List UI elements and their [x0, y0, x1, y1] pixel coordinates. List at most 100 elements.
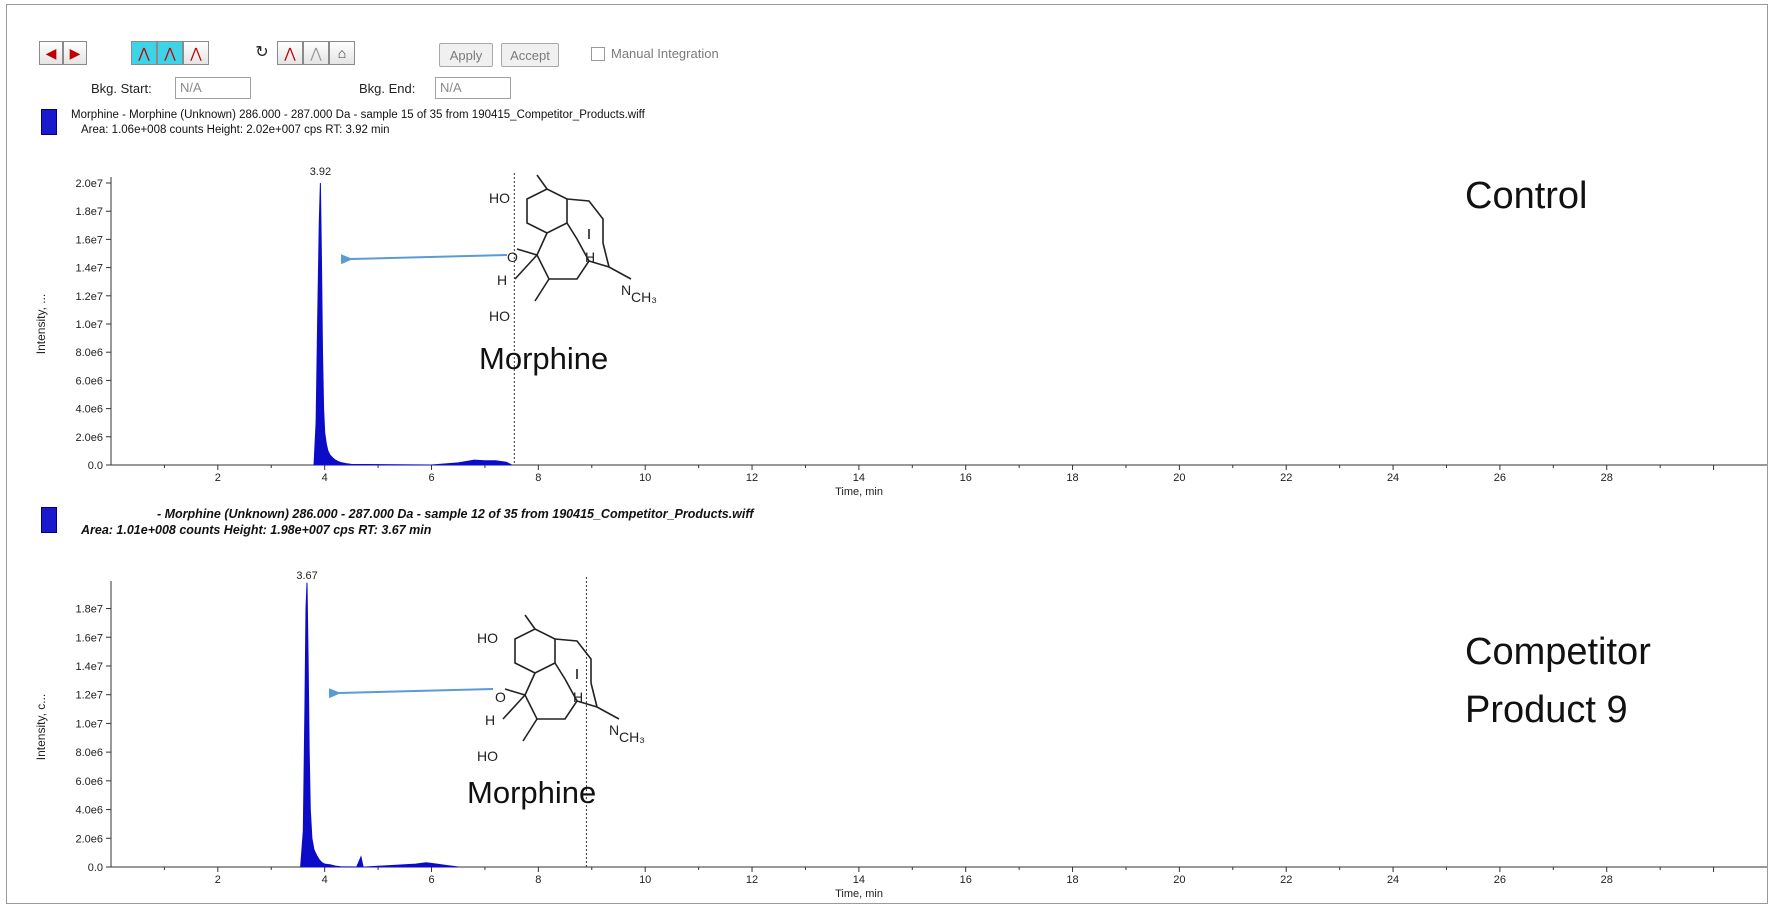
panel1-header-line1: Morphine - Morphine (Unknown) 286.000 - … — [71, 109, 645, 121]
x-tick-label: 8 — [535, 874, 541, 886]
peak-rt-label: 3.67 — [296, 570, 317, 582]
x-tick-label: 24 — [1387, 472, 1399, 484]
x-tick-label: 24 — [1387, 874, 1399, 886]
y-tick-label: 1.8e7 — [75, 206, 103, 218]
xic-window: ◀ ▶ ⋀ ⋀ ⋀ ↻ ⋀ ⋀ ⌂ Apply Accept Manual In… — [6, 4, 1768, 904]
y-tick-label: 2.0e6 — [75, 833, 103, 845]
structure-atom-label: H — [585, 249, 595, 265]
y-tick-label: 4.0e6 — [75, 805, 103, 817]
peak-rt-label: 3.92 — [310, 166, 331, 178]
bkg-end-label: Bkg. End: — [359, 81, 416, 96]
sample-label-control: Control — [1465, 175, 1588, 217]
y-tick-label: 8.0e6 — [75, 347, 103, 359]
single-peak-icon: ⋀ — [284, 45, 296, 61]
structure-atom-label: O — [507, 249, 518, 265]
y-tick-label: 1.2e7 — [75, 690, 103, 702]
morphine-structure-image — [502, 614, 620, 742]
y-tick-label: 2.0e6 — [75, 432, 103, 444]
x-axis-label: Time, min — [835, 888, 883, 900]
x-tick-label: 4 — [322, 874, 328, 886]
peak-baseline-button[interactable]: ⋀ — [183, 41, 209, 65]
panel1-header-line2: Area: 1.06e+008 counts Height: 2.02e+007… — [81, 124, 390, 136]
y-tick-label: 1.4e7 — [75, 263, 103, 275]
sample-label-line: Competitor — [1465, 631, 1651, 673]
x-tick-label: 6 — [428, 472, 434, 484]
x-tick-label: 22 — [1280, 874, 1292, 886]
x-tick-label: 6 — [428, 874, 434, 886]
y-tick-label: 1.8e7 — [75, 604, 103, 616]
next-sample-button[interactable]: ▶ — [63, 41, 87, 65]
x-tick-label: 28 — [1601, 472, 1613, 484]
structure-atom-label: CH₃ — [631, 289, 657, 305]
peak-icon: ⋀ — [138, 45, 150, 61]
y-tick-label: 1.4e7 — [75, 661, 103, 673]
x-tick-label: 16 — [960, 874, 972, 886]
x-axis-label: Time, min — [835, 486, 883, 498]
arrow-left-icon: ◀ — [45, 45, 57, 61]
annotation-arrow — [328, 688, 494, 699]
home-button[interactable]: ⌂ — [329, 41, 355, 65]
refresh-button[interactable]: ↻ — [249, 41, 275, 65]
y-tick-label: 0.0 — [88, 862, 103, 874]
panel2-header-line2: Area: 1.01e+008 counts Height: 1.98e+007… — [81, 523, 432, 537]
structure-atom-label: CH₃ — [619, 729, 645, 745]
apply-button[interactable]: Apply — [439, 43, 493, 67]
manual-integration-label: Manual Integration — [611, 46, 719, 61]
x-tick-label: 26 — [1494, 874, 1506, 886]
peak-integrate-button[interactable]: ⋀ — [131, 41, 157, 65]
structure-atom-label: N — [621, 282, 631, 298]
y-tick-label: 6.0e6 — [75, 776, 103, 788]
bkg-end-field[interactable]: N/A — [435, 77, 511, 99]
y-axis-label: Intensity, ... — [34, 294, 48, 354]
sample-label-line: Product 9 — [1465, 689, 1628, 731]
x-tick-label: 16 — [960, 472, 972, 484]
y-tick-label: 1.0e7 — [75, 718, 103, 730]
x-tick-label: 10 — [639, 874, 651, 886]
structure-atom-label: H — [497, 272, 507, 288]
chromatogram-trace — [313, 182, 512, 466]
peak-icon: ⋀ — [164, 45, 176, 61]
prev-sample-button[interactable]: ◀ — [39, 41, 63, 65]
bkg-start-field[interactable]: N/A — [175, 77, 251, 99]
y-tick-label: 8.0e6 — [75, 747, 103, 759]
peak-baseline-icon: ⋀ — [190, 45, 202, 61]
structure-atom-label: O — [495, 689, 506, 705]
sample-label-competitor: Competitor Product 9 — [1465, 623, 1651, 739]
y-tick-label: 0.0 — [88, 460, 103, 472]
multi-peak-view-button[interactable]: ⋀ — [303, 41, 329, 65]
x-tick-label: 18 — [1066, 874, 1078, 886]
y-tick-label: 1.6e7 — [75, 234, 103, 246]
arrow-right-icon: ▶ — [69, 45, 81, 61]
x-tick-label: 26 — [1494, 472, 1506, 484]
y-tick-label: 2.0e7 — [75, 178, 103, 190]
x-tick-label: 14 — [853, 874, 865, 886]
structure-atom-label: H — [573, 689, 583, 705]
y-tick-label: 4.0e6 — [75, 404, 103, 416]
molecule-label: Morphine — [479, 341, 609, 376]
y-tick-label: 1.0e7 — [75, 319, 103, 331]
annotation-arrow — [340, 254, 508, 265]
x-tick-label: 20 — [1173, 874, 1185, 886]
y-tick-label: 1.2e7 — [75, 291, 103, 303]
y-axis-label: Intensity, c... — [34, 694, 48, 760]
structure-atom-label: N — [609, 722, 619, 738]
trace-color-swatch — [41, 507, 57, 533]
x-tick-label: 18 — [1066, 472, 1078, 484]
y-tick-label: 1.6e7 — [75, 632, 103, 644]
chromatogram-trace — [300, 582, 459, 868]
structure-atom-label: HO — [477, 748, 498, 764]
chromatogram-plots: 0.0 2.0e6 4.0e6 6.0e6 8.0e6 1.0e7 1.2e7 1.4e7 1.… — [34, 166, 1767, 900]
single-peak-view-button[interactable]: ⋀ — [277, 41, 303, 65]
accept-button[interactable]: Accept — [501, 43, 559, 67]
peak-split-button[interactable]: ⋀ — [157, 41, 183, 65]
bkg-start-label: Bkg. Start: — [91, 81, 152, 96]
structure-atom-label: HO — [477, 630, 498, 646]
x-tick-label: 22 — [1280, 472, 1292, 484]
panel2-header-line1: - Morphine (Unknown) 286.000 - 287.000 D… — [157, 507, 754, 521]
manual-integration-checkbox[interactable] — [591, 47, 605, 61]
chromatogram-competitor: 0.0 2.0e6 4.0e6 6.0e6 8.0e6 1.0e7 1.2e7 1.4e7 1.… — [34, 570, 1767, 900]
molecule-label: Morphine — [467, 775, 597, 810]
structure-atom-label: HO — [489, 308, 510, 324]
refresh-icon: ↻ — [255, 44, 269, 61]
multi-peak-icon: ⋀ — [310, 45, 322, 61]
